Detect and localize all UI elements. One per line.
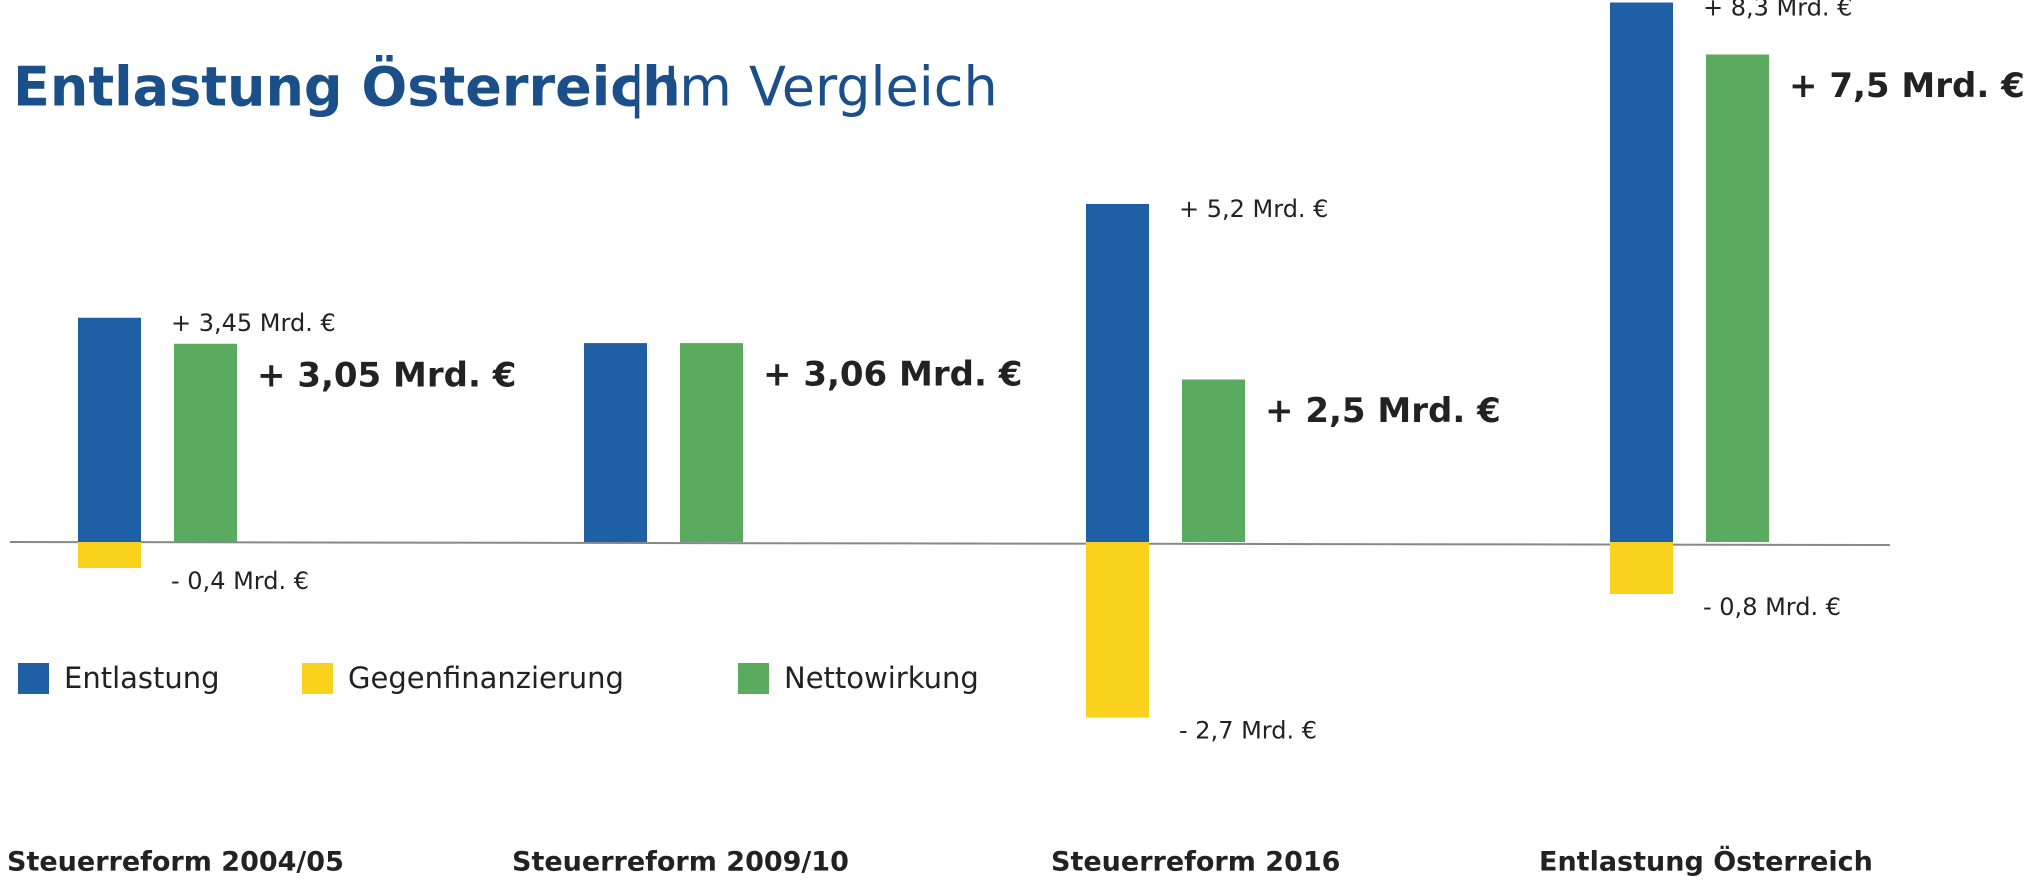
- x-tick-label: Steuerreform 2016: [1051, 847, 1340, 878]
- value-label: - 0,4 Mrd. €: [171, 567, 309, 595]
- bar: [174, 343, 237, 542]
- bar: [584, 343, 647, 542]
- bar: [1086, 542, 1149, 718]
- value-label: - 2,7 Mrd. €: [1179, 717, 1317, 745]
- chart-subtitle: | Im Vergleich: [628, 56, 998, 119]
- value-label: + 7,5 Mrd. €: [1789, 66, 2025, 106]
- baseline: [9, 541, 1891, 546]
- bar: [1706, 54, 1769, 542]
- bar: [78, 542, 141, 568]
- legend-swatch: [302, 663, 333, 694]
- legend-label: Nettowirkung: [784, 661, 979, 695]
- x-tick-label: Entlastung Österreich: [1539, 845, 1873, 878]
- bar: [1610, 542, 1673, 594]
- chart-title: Entlastung Österreich: [13, 56, 681, 119]
- bar: [1086, 204, 1149, 542]
- bar: [1182, 379, 1245, 542]
- value-label: + 3,05 Mrd. €: [257, 355, 516, 395]
- bar: [78, 317, 141, 542]
- legend-label: Gegenfinanzierung: [348, 661, 624, 695]
- legend-swatch: [738, 663, 769, 694]
- value-label: - 0,8 Mrd. €: [1703, 593, 1841, 621]
- value-label: + 3,06 Mrd. €: [763, 355, 1022, 395]
- x-tick-label: Steuerreform 2004/05: [7, 847, 344, 878]
- legend-label: Entlastung: [64, 661, 220, 695]
- value-label: + 3,45 Mrd. €: [171, 309, 336, 337]
- bar: [680, 343, 743, 542]
- bar: [1610, 2, 1673, 542]
- value-label: + 5,2 Mrd. €: [1179, 195, 1328, 223]
- value-label: + 2,5 Mrd. €: [1265, 391, 1501, 431]
- value-label: + 8,3 Mrd. €: [1703, 0, 1852, 22]
- x-tick-label: Steuerreform 2009/10: [512, 847, 849, 878]
- legend-swatch: [18, 663, 49, 694]
